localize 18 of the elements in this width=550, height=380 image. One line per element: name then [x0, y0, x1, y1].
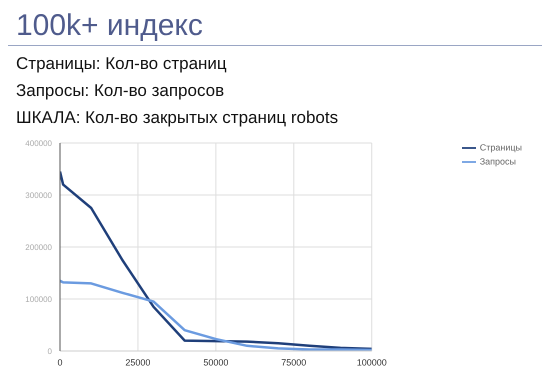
- x-tick-label: 100000: [356, 357, 387, 368]
- text: ШКАЛА: Кол-во закрытых страниц robots: [15, 107, 340, 129]
- x-tick-label: 25000: [125, 357, 150, 368]
- y-tick-label: 300000: [25, 190, 53, 200]
- line-series: [60, 280, 372, 351]
- legend-label: Запросы: [480, 156, 516, 166]
- text: Страницы: Кол-во страниц: [15, 53, 228, 75]
- x-tick-label: 75000: [281, 357, 306, 368]
- y-tick-label: 200000: [25, 242, 53, 252]
- chart-title: 100k+ индекс: [15, 8, 204, 44]
- legend-label: Страницы: [480, 142, 522, 152]
- x-tick-label: 50000: [203, 357, 228, 368]
- text: Запросы: Кол-во запросов: [15, 80, 226, 102]
- y-tick-label: 0: [48, 346, 53, 356]
- line-series: [60, 170, 372, 350]
- x-tick-label: 0: [57, 357, 63, 368]
- y-tick-label: 100000: [25, 294, 53, 304]
- y-tick-label: 400000: [25, 138, 53, 148]
